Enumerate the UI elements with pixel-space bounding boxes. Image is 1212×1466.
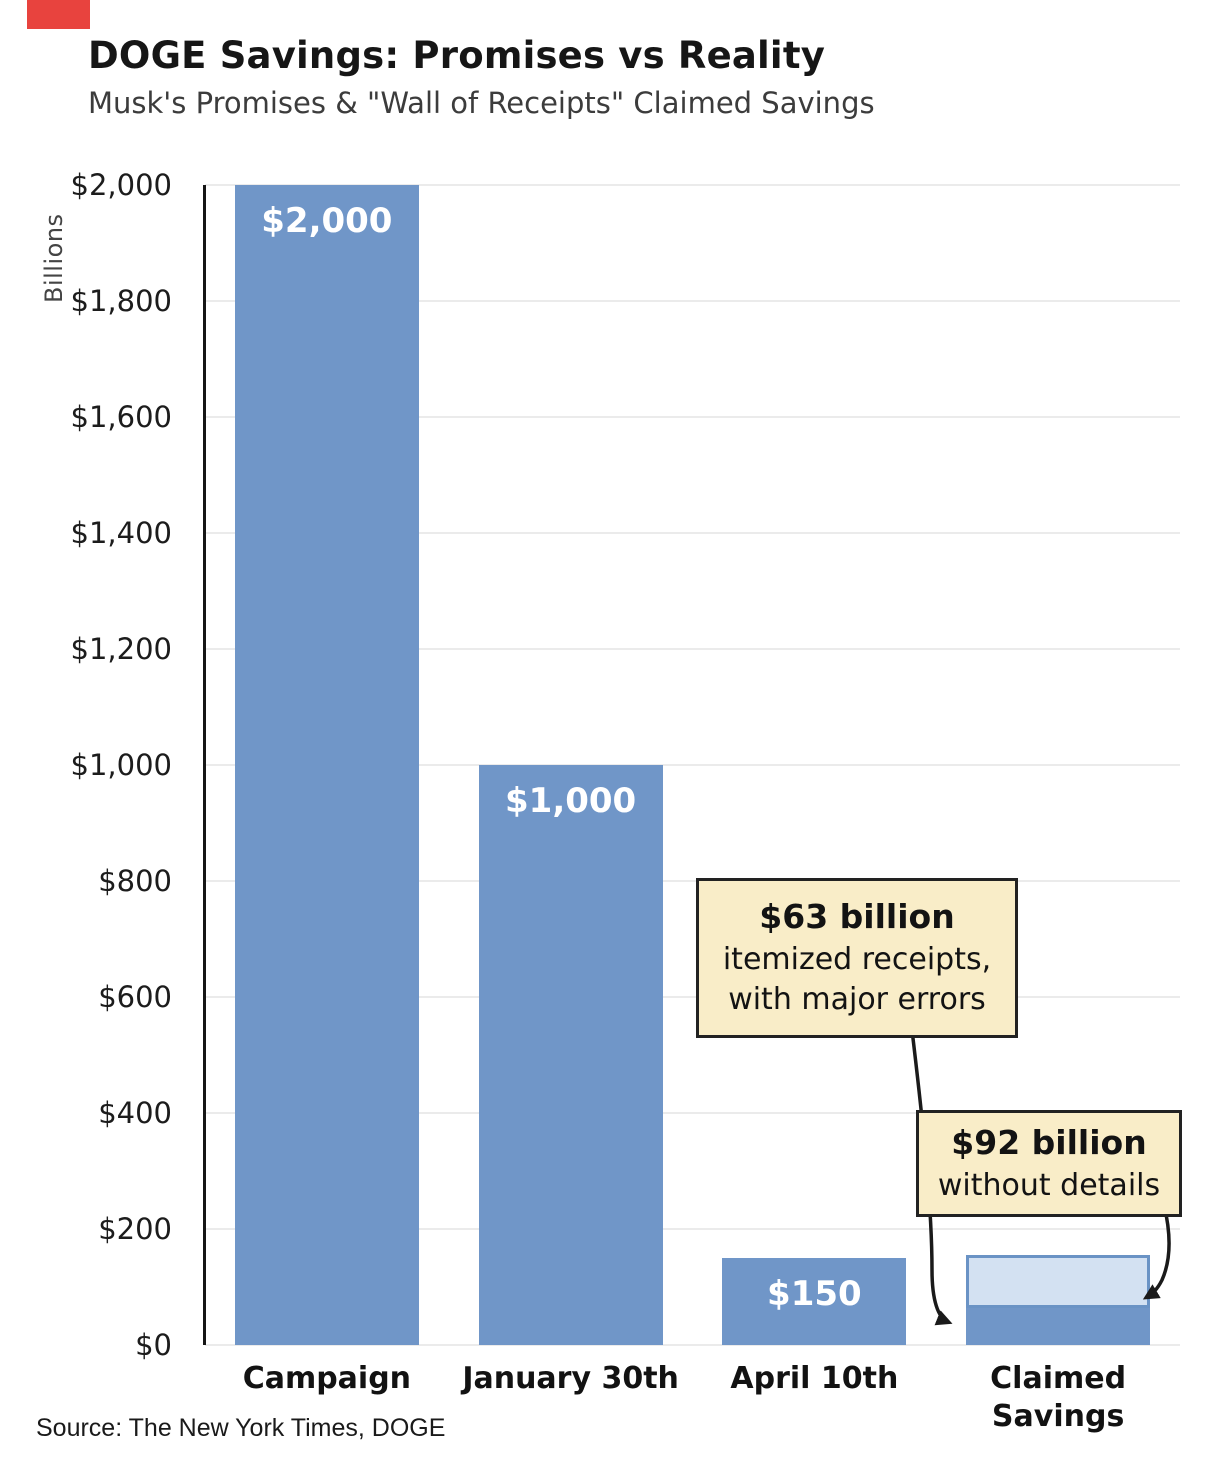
bar-column: $1,000 <box>449 185 693 1345</box>
y-tick-label: $1,200 <box>70 632 172 666</box>
plot-area: $2,000 $1,000 $150 <box>203 184 1180 1346</box>
bar-column: $2,000 <box>205 185 449 1345</box>
bar-segment-without-details <box>966 1255 1151 1309</box>
x-axis-label: Campaign <box>242 1361 412 1396</box>
y-tick-label: $1,400 <box>70 516 172 550</box>
annotation-line: with major errors <box>728 982 986 1018</box>
bar-value-label: $150 <box>767 1274 862 1314</box>
gridline <box>205 300 1180 302</box>
bar-value-label: $2,000 <box>261 201 393 241</box>
annotation-itemized-receipts: $63 billion itemized receipts, with majo… <box>696 878 1018 1038</box>
y-tick-label: $400 <box>98 1096 172 1130</box>
y-tick-label: $2,000 <box>70 168 172 202</box>
gridline <box>205 648 1180 650</box>
y-tick-label: $1,800 <box>70 284 172 318</box>
bar-column: $150 <box>693 185 937 1345</box>
bars: $2,000 $1,000 $150 <box>205 185 1180 1345</box>
x-axis-label: April 10th <box>730 1361 899 1396</box>
corner-red-mark <box>27 0 90 29</box>
x-axis-labels: Campaign January 30th April 10th Claimed Sa… <box>205 1360 1180 1435</box>
gridline <box>205 416 1180 418</box>
gridline <box>205 880 1180 882</box>
y-tick-label: $0 <box>135 1328 172 1362</box>
gridline <box>205 996 1180 998</box>
gridlines <box>205 184 1180 1346</box>
annotation-without-details: $92 billion without details <box>916 1110 1182 1218</box>
gridline <box>205 1112 1180 1114</box>
bar-segment-campaign <box>234 185 419 1345</box>
y-tick-label: $1,600 <box>70 400 172 434</box>
y-tick-label: $600 <box>98 980 172 1014</box>
y-tick-label: $800 <box>98 864 172 898</box>
y-tick-label: $200 <box>98 1212 172 1246</box>
gridline <box>205 764 1180 766</box>
annotation-line: without details <box>937 1167 1161 1203</box>
x-axis-label: Claimed Savings <box>990 1361 1127 1434</box>
annotation-line: itemized receipts, <box>722 941 992 977</box>
gridline <box>205 184 1180 186</box>
bar-segment-january-30th <box>478 765 663 1345</box>
annotation-heading: $63 billion <box>759 897 955 936</box>
chart-subtitle: Musk's Promises & "Wall of Receipts" Cla… <box>88 86 875 120</box>
bar-column <box>936 185 1180 1345</box>
y-tick-label: $1,000 <box>70 748 172 782</box>
annotation-heading: $92 billion <box>951 1123 1147 1162</box>
y-axis-line <box>203 185 206 1345</box>
x-axis-label: January 30th <box>462 1361 679 1396</box>
gridline <box>205 532 1180 534</box>
gridline <box>205 1344 1180 1346</box>
y-axis-ticks: $0 $200 $400 $600 $800 $1,000 $1,200 $1,400 $1,6… <box>0 168 188 1362</box>
bar-value-label: $1,000 <box>505 781 637 821</box>
bar-segment-april-10th <box>722 1258 907 1345</box>
bar-segment-claimed-savings <box>966 1308 1151 1345</box>
gridline <box>205 1228 1180 1230</box>
chart-title: DOGE Savings: Promises vs Reality <box>88 34 826 77</box>
source-note: Source: The New York Times, DOGE <box>36 1414 446 1442</box>
